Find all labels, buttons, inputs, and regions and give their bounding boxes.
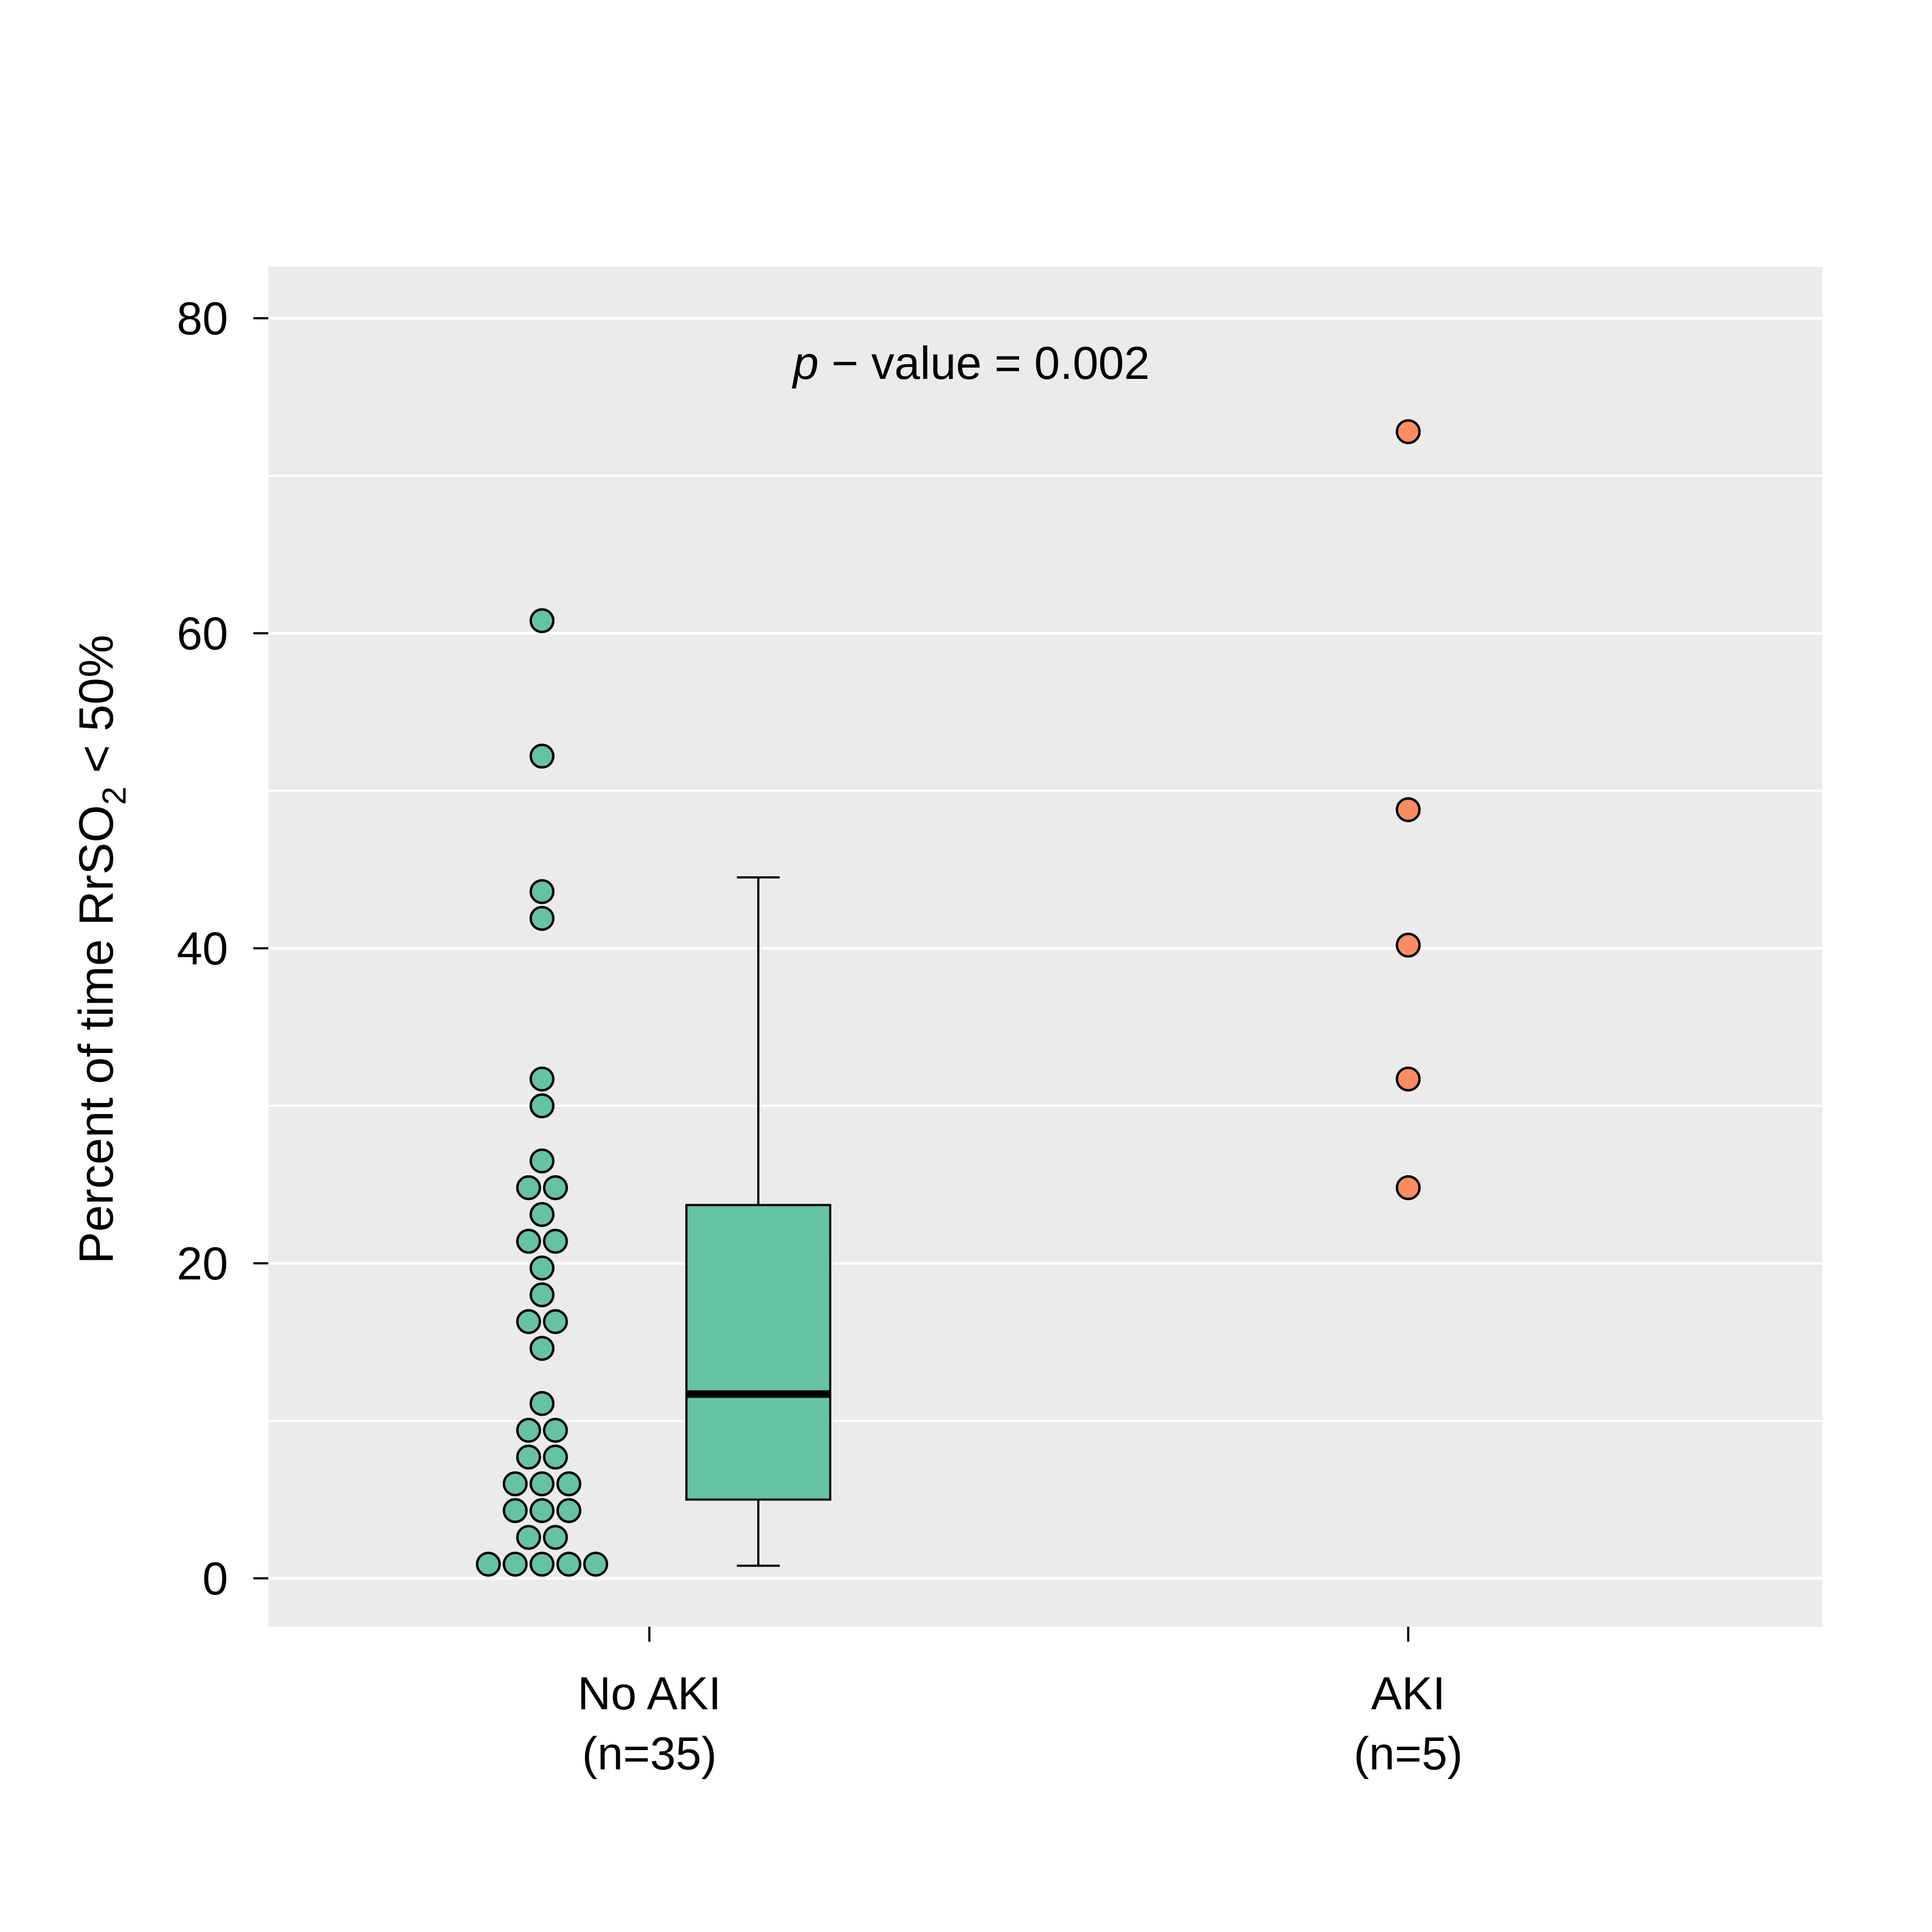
data-point <box>543 1309 568 1334</box>
x-tick-label-count: (n=35) <box>582 1728 717 1780</box>
box-iqr <box>685 1204 831 1501</box>
panel-background <box>268 267 1823 1627</box>
data-point <box>529 1336 555 1361</box>
data-point <box>516 1309 541 1334</box>
data-point <box>543 1175 568 1201</box>
data-point <box>529 1066 555 1092</box>
data-point <box>516 1444 541 1470</box>
data-point <box>529 1282 555 1307</box>
data-point <box>502 1552 528 1577</box>
y-tick-label: 0 <box>202 1553 228 1605</box>
data-point <box>529 1391 555 1416</box>
data-point <box>529 879 555 904</box>
x-tick-label: AKI <box>1371 1668 1446 1719</box>
data-point <box>556 1498 582 1524</box>
data-point <box>543 1525 568 1550</box>
y-axis-label: Percent of time RrSO2 < 50% <box>70 635 133 1264</box>
data-point <box>543 1228 568 1254</box>
y-tick-label: 20 <box>177 1238 228 1290</box>
data-point <box>529 1148 555 1174</box>
data-point <box>516 1228 541 1254</box>
boxplot <box>685 876 831 1567</box>
y-tick-label: 80 <box>177 293 228 345</box>
data-point <box>529 743 555 769</box>
data-point <box>529 1498 555 1524</box>
data-point <box>1395 419 1421 444</box>
data-point <box>1395 1066 1421 1092</box>
data-point <box>516 1525 541 1550</box>
p-value-annotation: p − value = 0.002 <box>792 338 1150 389</box>
y-axis: 0 20 40 60 80 <box>177 293 268 1605</box>
data-point <box>529 1471 555 1497</box>
data-point <box>529 608 555 633</box>
y-tick-label: 60 <box>177 608 228 660</box>
gridlines <box>268 317 1823 1580</box>
data-point <box>516 1417 541 1443</box>
data-point <box>529 1093 555 1118</box>
y-tick-label: 40 <box>177 923 228 975</box>
data-point <box>529 905 555 931</box>
data-point <box>1395 932 1421 958</box>
data-point <box>475 1552 501 1577</box>
data-point <box>543 1444 568 1470</box>
x-axis: No AKI (n=35) AKI (n=5) <box>577 1627 1463 1780</box>
data-point <box>583 1552 609 1577</box>
data-points <box>475 419 1421 1577</box>
data-point <box>1395 797 1421 822</box>
data-point <box>529 1552 555 1577</box>
x-tick-label: No AKI <box>577 1668 721 1719</box>
data-point <box>556 1552 582 1577</box>
data-point <box>529 1202 555 1227</box>
data-point <box>502 1471 528 1497</box>
data-point <box>502 1498 528 1524</box>
data-point <box>556 1471 582 1497</box>
data-point <box>543 1417 568 1443</box>
x-tick-label-count: (n=5) <box>1353 1728 1462 1780</box>
data-point <box>1395 1175 1421 1201</box>
data-point <box>529 1255 555 1281</box>
data-point <box>516 1175 541 1201</box>
